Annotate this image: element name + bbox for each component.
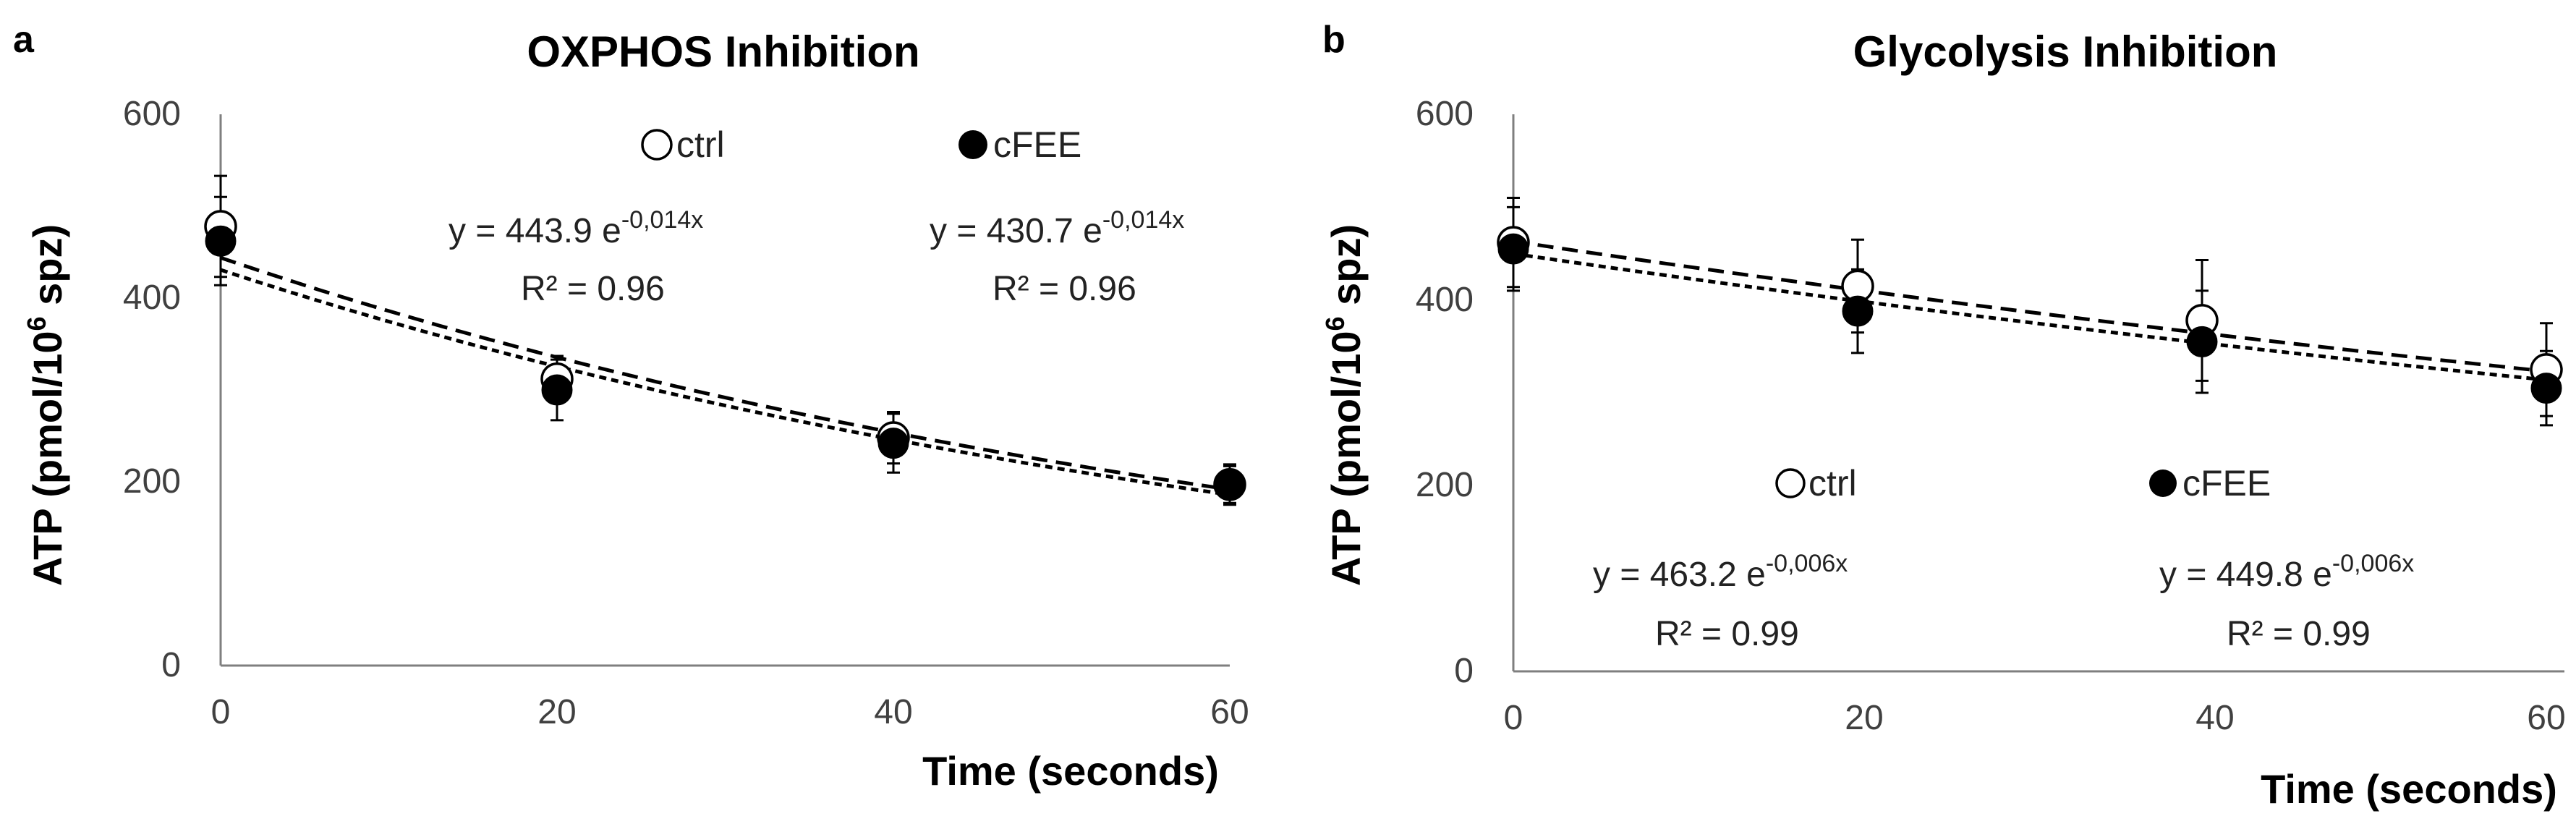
- panel-b-point-cfee: [1842, 295, 1874, 327]
- panel-b-x-tick: 40: [2195, 699, 2234, 737]
- panel-a-plot-area: [204, 174, 1246, 506]
- panel-a-title: OXPHOS Inhibition: [527, 27, 919, 76]
- panel-a-x-tick: 40: [874, 693, 912, 731]
- panel-a-y-tick: 200: [123, 462, 181, 501]
- panel-a-x-tick: 0: [211, 693, 231, 731]
- panel-b-x-tick: 0: [1504, 699, 1523, 737]
- panel-b-ctrl-equation: y = 463.2 e-0,006x: [1593, 550, 1848, 594]
- panel-b-y-tick: 200: [1416, 466, 1474, 504]
- panel-b-plot-area: [1497, 197, 2563, 427]
- panel-b-x-tick: 20: [1845, 699, 1883, 737]
- panel-a-legend-ctrl-marker: [641, 129, 673, 161]
- panel-a-legend-ctrl-label: ctrl: [676, 124, 725, 165]
- panel-b: b Glycolysis Inhibition 0 200 400 600 0 …: [1320, 19, 2566, 812]
- panel-a-ctrl-r2: R² = 0.96: [521, 270, 665, 308]
- panel-a-point-cfee: [1214, 469, 1246, 501]
- panel-a-point-cfee: [541, 374, 573, 406]
- panel-b-cfee-r2: R² = 0.99: [2227, 615, 2371, 653]
- panel-a-point-cfee: [205, 225, 237, 257]
- panel-b-trendline-ctrl: [1513, 239, 2547, 373]
- panel-a-cfee-equation: y = 430.7 e-0,014x: [930, 206, 1184, 250]
- panel-b-y-tick: 0: [1454, 652, 1474, 690]
- panel-b-legend-cfee-label: cFEE: [2182, 463, 2271, 504]
- panel-a-x-tick: 20: [537, 693, 576, 731]
- panel-b-y-label: ATP (pmol/106 spz): [1320, 224, 1369, 586]
- panel-a-trendline-ctrl: [220, 255, 1230, 492]
- panel-a-legend-cfee-label: cFEE: [993, 124, 1081, 165]
- panel-b-x-label: Time (seconds): [2261, 766, 2557, 812]
- panel-b-ctrl-r2: R² = 0.99: [1655, 615, 1799, 653]
- panel-b-legend-cfee-marker: [2149, 470, 2177, 497]
- panel-a: a OXPHOS Inhibition 0 200 400 600 0 20 4…: [13, 19, 1249, 794]
- panel-b-cfee-equation: y = 449.8 e-0,006x: [2159, 550, 2414, 594]
- panel-b-point-cfee: [2186, 326, 2218, 357]
- panel-a-x-label: Time (seconds): [922, 748, 1219, 794]
- panel-a-point-cfee: [877, 428, 909, 459]
- panel-a-ctrl-equation: y = 443.9 e-0,014x: [449, 206, 703, 250]
- panel-a-x-tick: 60: [1210, 693, 1249, 731]
- panel-a-cfee-r2: R² = 0.96: [992, 270, 1136, 308]
- panel-b-point-cfee: [2530, 373, 2562, 404]
- panel-b-letter: b: [1322, 19, 1346, 61]
- panel-a-legend-cfee-marker: [958, 130, 987, 159]
- panel-a-trendline-cfee: [220, 268, 1230, 497]
- panel-b-trendline-cfee: [1513, 252, 2547, 382]
- panel-a-y-tick: 0: [161, 646, 181, 684]
- panel-b-legend-ctrl-marker: [1775, 468, 1806, 498]
- panel-a-y-tick: 600: [123, 95, 181, 133]
- panel-b-title: Glycolysis Inhibition: [1853, 27, 2278, 76]
- panel-b-y-tick: 600: [1416, 95, 1474, 133]
- panel-b-x-tick: 60: [2527, 699, 2565, 737]
- panel-b-point-cfee: [1497, 233, 1529, 265]
- panel-a-y-tick: 400: [123, 279, 181, 317]
- panel-a-y-label: ATP (pmol/106 spz): [22, 224, 70, 586]
- panel-b-y-tick: 400: [1416, 281, 1474, 319]
- panel-b-legend-ctrl-label: ctrl: [1808, 463, 1857, 504]
- panel-a-letter: a: [13, 19, 35, 61]
